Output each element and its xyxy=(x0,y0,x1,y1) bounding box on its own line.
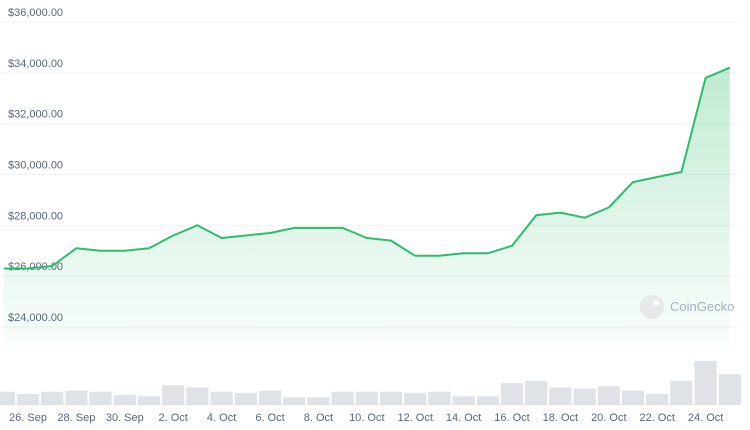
volume-bar xyxy=(137,396,161,405)
x-tick-label: 26. Sep xyxy=(9,412,47,424)
volume-bar xyxy=(258,390,282,405)
volume-bar xyxy=(500,383,524,405)
volume-bar xyxy=(428,391,451,405)
y-tick-label: $36,000.00 xyxy=(8,7,63,19)
price-line xyxy=(3,66,731,270)
volume-bar xyxy=(549,387,572,405)
x-tick-label: 18. Oct xyxy=(543,412,578,424)
price-area xyxy=(3,67,730,350)
x-tick-label: 4. Oct xyxy=(207,412,236,424)
volume-bar xyxy=(41,391,64,405)
x-tick-label: 12. Oct xyxy=(397,412,432,424)
volume-bar xyxy=(525,380,548,405)
volume-bar xyxy=(0,391,15,405)
x-tick-label: 28. Sep xyxy=(57,412,95,424)
watermark-text: CoinGecko xyxy=(670,299,734,314)
x-tick-label: 30. Sep xyxy=(106,412,144,424)
volume-bar xyxy=(234,392,257,405)
volume-bar xyxy=(162,385,185,405)
volume-bar xyxy=(476,396,499,405)
volume-bar xyxy=(331,391,354,405)
volume-bar xyxy=(718,374,741,405)
volume-bar xyxy=(16,394,40,405)
watermark: CoinGecko xyxy=(640,295,734,319)
x-tick-label: 8. Oct xyxy=(304,412,333,424)
volume-bar xyxy=(186,387,209,405)
x-tick-label: 6. Oct xyxy=(255,412,284,424)
x-tick-label: 22. Oct xyxy=(639,412,674,424)
volume-bar xyxy=(65,390,88,405)
volume-bar xyxy=(621,390,645,405)
volume-bar xyxy=(379,391,403,405)
x-tick-label: 16. Oct xyxy=(494,412,529,424)
volume-bar xyxy=(307,397,330,405)
volume-bar xyxy=(355,391,378,405)
y-tick-label: $30,000.00 xyxy=(8,159,63,171)
volume-bar xyxy=(670,380,693,405)
x-tick-label: 14. Oct xyxy=(446,412,481,424)
y-tick-label: $32,000.00 xyxy=(8,109,63,121)
volume-bar xyxy=(404,392,427,405)
watermark-logo-eye xyxy=(653,300,659,306)
volume-bar xyxy=(597,386,620,405)
volume-bar xyxy=(646,394,669,405)
watermark-logo xyxy=(640,295,664,319)
volume-bar xyxy=(283,397,306,405)
volume-bar xyxy=(89,391,112,405)
y-tick-label: $34,000.00 xyxy=(8,58,63,70)
volume-bar xyxy=(452,396,475,405)
volume-bar xyxy=(113,395,136,405)
x-tick-label: 24. Oct xyxy=(688,412,723,424)
x-tick-label: 10. Oct xyxy=(349,412,384,424)
volume-bar xyxy=(210,391,233,405)
y-tick-label: $28,000.00 xyxy=(8,210,63,222)
volume-bar xyxy=(694,361,717,405)
x-tick-label: 20. Oct xyxy=(591,412,626,424)
volume-bar xyxy=(573,388,596,405)
x-tick-label: 2. Oct xyxy=(159,412,188,424)
